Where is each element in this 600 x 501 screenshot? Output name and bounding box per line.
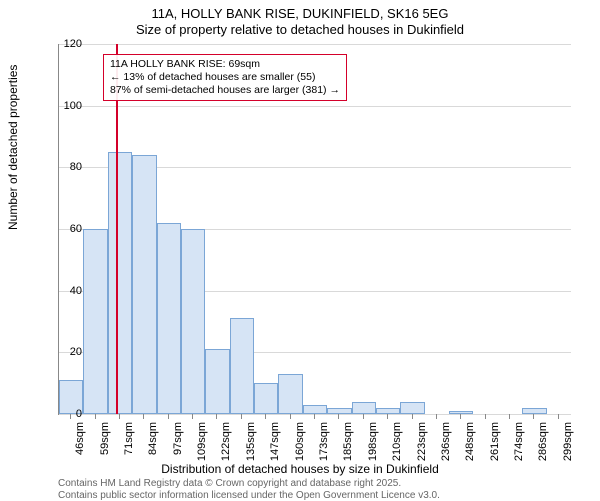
x-tick-label: 274sqm <box>513 422 525 482</box>
histogram-bar <box>449 411 473 414</box>
histogram-chart: 11A, HOLLY BANK RISE, DUKINFIELD, SK16 5… <box>0 0 600 500</box>
x-tick-mark <box>290 414 291 419</box>
x-tick-label: 261sqm <box>489 422 501 482</box>
x-tick-label: 84sqm <box>147 422 159 482</box>
histogram-bar <box>522 408 546 414</box>
plot-area: 11A HOLLY BANK RISE: 69sqm ← 13% of deta… <box>58 44 571 415</box>
histogram-bar <box>205 349 229 414</box>
x-tick-mark <box>485 414 486 419</box>
y-tick-label: 80 <box>46 161 82 173</box>
chart-title: 11A, HOLLY BANK RISE, DUKINFIELD, SK16 5… <box>0 6 600 21</box>
x-tick-label: 236sqm <box>440 422 452 482</box>
x-tick-label: 109sqm <box>196 422 208 482</box>
y-tick-label: 20 <box>46 346 82 358</box>
histogram-bar <box>230 318 254 414</box>
x-tick-mark <box>460 414 461 419</box>
x-tick-mark <box>412 414 413 419</box>
x-tick-mark <box>314 414 315 419</box>
histogram-bar <box>157 223 181 414</box>
x-tick-mark <box>558 414 559 419</box>
x-tick-mark <box>216 414 217 419</box>
y-tick-label: 60 <box>46 223 82 235</box>
x-tick-label: 46sqm <box>74 422 86 482</box>
x-tick-mark <box>338 414 339 419</box>
x-tick-mark <box>387 414 388 419</box>
x-tick-mark <box>436 414 437 419</box>
x-tick-mark <box>143 414 144 419</box>
histogram-bar <box>108 152 132 414</box>
annotation-line-1: 11A HOLLY BANK RISE: 69sqm <box>110 58 340 71</box>
gridline <box>59 414 571 415</box>
histogram-bar <box>278 374 302 414</box>
x-tick-label: 210sqm <box>391 422 403 482</box>
annotation-line-2: ← 13% of detached houses are smaller (55… <box>110 71 340 84</box>
histogram-bar <box>132 155 156 414</box>
x-tick-label: 173sqm <box>318 422 330 482</box>
x-tick-label: 248sqm <box>464 422 476 482</box>
x-tick-label: 198sqm <box>367 422 379 482</box>
x-tick-label: 185sqm <box>342 422 354 482</box>
histogram-bar <box>83 229 107 414</box>
x-tick-mark <box>70 414 71 419</box>
x-tick-mark <box>95 414 96 419</box>
gridline <box>59 106 571 107</box>
x-tick-mark <box>168 414 169 419</box>
histogram-bar <box>303 405 327 414</box>
footer-attribution-2: Contains public sector information licen… <box>58 490 440 501</box>
histogram-bar <box>400 402 424 414</box>
x-tick-label: 299sqm <box>562 422 574 482</box>
x-tick-mark <box>119 414 120 419</box>
histogram-bar <box>352 402 376 414</box>
x-tick-label: 160sqm <box>294 422 306 482</box>
y-tick-label: 120 <box>46 38 82 50</box>
x-tick-label: 59sqm <box>99 422 111 482</box>
chart-subtitle: Size of property relative to detached ho… <box>0 22 600 37</box>
histogram-bar <box>181 229 205 414</box>
y-axis-label: Number of detached properties <box>6 65 20 230</box>
x-tick-label: 97sqm <box>172 422 184 482</box>
annotation-line-3: 87% of semi-detached houses are larger (… <box>110 84 340 97</box>
y-tick-label: 100 <box>46 100 82 112</box>
x-tick-mark <box>265 414 266 419</box>
x-tick-mark <box>192 414 193 419</box>
x-tick-mark <box>363 414 364 419</box>
x-tick-mark <box>241 414 242 419</box>
x-tick-mark <box>509 414 510 419</box>
x-tick-label: 223sqm <box>416 422 428 482</box>
x-tick-label: 135sqm <box>245 422 257 482</box>
x-tick-label: 122sqm <box>220 422 232 482</box>
annotation-box: 11A HOLLY BANK RISE: 69sqm ← 13% of deta… <box>103 54 347 101</box>
x-tick-label: 147sqm <box>269 422 281 482</box>
gridline <box>59 44 571 45</box>
x-tick-label: 286sqm <box>537 422 549 482</box>
histogram-bar <box>254 383 278 414</box>
histogram-bar <box>327 408 351 414</box>
y-tick-label: 0 <box>46 408 82 420</box>
x-tick-label: 71sqm <box>123 422 135 482</box>
y-tick-label: 40 <box>46 285 82 297</box>
x-tick-mark <box>533 414 534 419</box>
